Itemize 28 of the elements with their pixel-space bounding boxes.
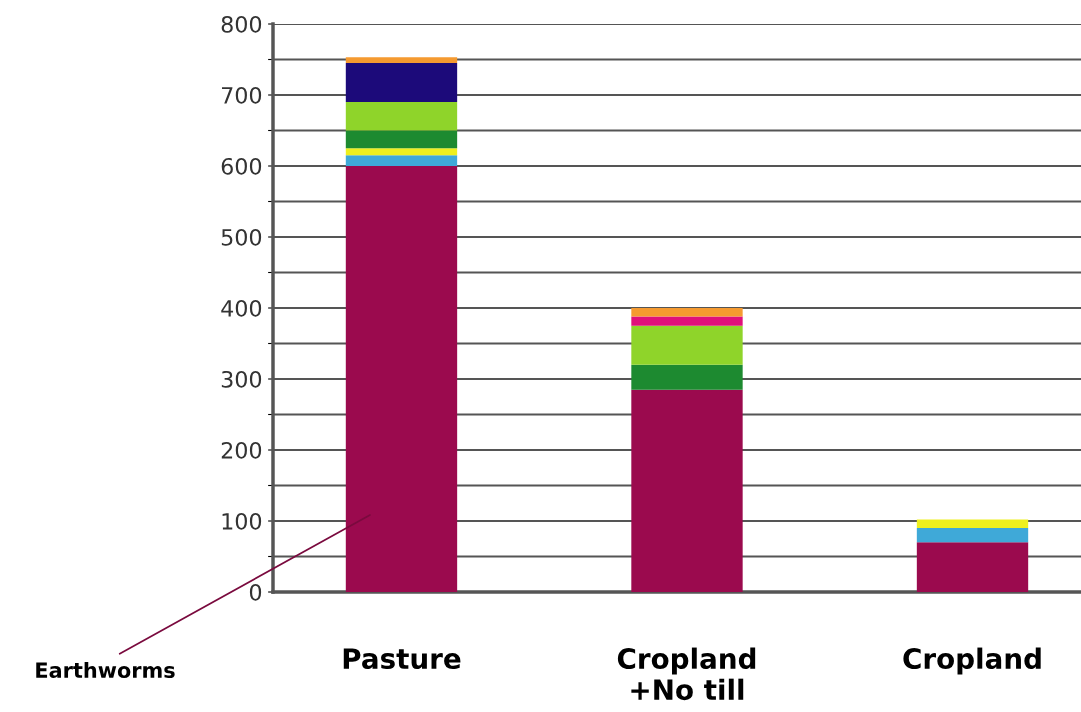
bar [916, 528, 1029, 543]
y-tick-label: 700 [221, 86, 262, 104]
x-tick-label: Cropland +No till [617, 647, 756, 701]
bar [345, 166, 458, 592]
y-tick-label: 400 [221, 299, 262, 317]
x-tick-label: Pasture [343, 648, 461, 670]
bar [916, 542, 1029, 592]
bar [345, 57, 458, 64]
y-tick-label: 600 [221, 157, 262, 175]
bar [631, 325, 743, 365]
bar [631, 364, 743, 390]
y-tick-label: 300 [221, 370, 262, 388]
bar [631, 389, 743, 592]
text: Earthworms [36, 661, 175, 679]
bar [345, 148, 458, 156]
bar [631, 308, 743, 317]
bar [345, 155, 458, 166]
x-tick-label: Cropland [903, 647, 1041, 675]
bar [631, 316, 743, 326]
bar [345, 130, 458, 149]
bar [916, 519, 1029, 529]
bar [345, 63, 458, 103]
y-tick-label: 200 [221, 441, 262, 459]
bar [345, 102, 458, 131]
y-tick-label: 100 [222, 512, 262, 530]
y-tick-label: 500 [221, 228, 262, 246]
y-tick-label: 0 [249, 583, 262, 601]
y-tick-label: 800 [221, 15, 262, 33]
